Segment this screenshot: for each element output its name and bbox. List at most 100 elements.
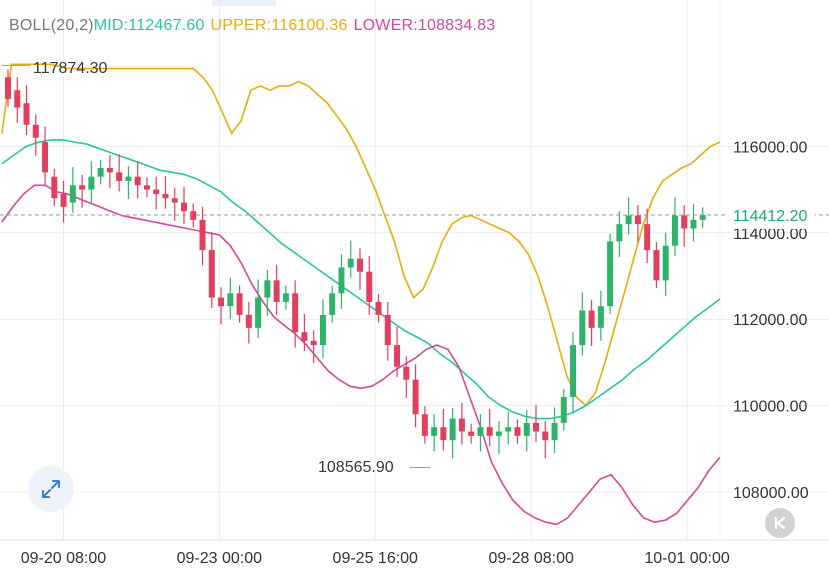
- candle-body[interactable]: [88, 176, 95, 190]
- candle-body[interactable]: [125, 176, 132, 181]
- candle-body[interactable]: [199, 219, 206, 251]
- candle-body[interactable]: [208, 250, 215, 298]
- legend-upper: UPPER:116100.36: [210, 17, 348, 34]
- candle-body[interactable]: [662, 245, 669, 281]
- candle-body[interactable]: [357, 258, 363, 272]
- candle-body[interactable]: [338, 267, 345, 294]
- high-price-label: 117874.30: [33, 60, 108, 77]
- candle-body[interactable]: [264, 280, 271, 298]
- x-tick-label: 09-25 16:00: [333, 550, 419, 567]
- candle-body[interactable]: [292, 293, 299, 333]
- y-tick-label: 116000.00: [733, 139, 808, 156]
- candle-body[interactable]: [607, 241, 614, 307]
- candle-body[interactable]: [171, 198, 178, 203]
- candle-body[interactable]: [440, 427, 447, 441]
- candle-body[interactable]: [106, 168, 113, 173]
- candle-body[interactable]: [218, 297, 225, 307]
- candle-body[interactable]: [644, 224, 651, 251]
- candle-body[interactable]: [421, 414, 428, 436]
- low-price-label: 108565.90: [318, 459, 394, 476]
- candle-body[interactable]: [495, 431, 502, 436]
- candle-body[interactable]: [681, 215, 688, 229]
- candle-body[interactable]: [162, 193, 169, 199]
- candle-body[interactable]: [282, 293, 289, 302]
- candle-body[interactable]: [579, 310, 586, 346]
- x-tick-label: 09-23 00:00: [177, 550, 263, 567]
- candle-body[interactable]: [116, 172, 123, 181]
- candle-body[interactable]: [245, 314, 252, 328]
- candle-body[interactable]: [514, 427, 521, 436]
- candle-body[interactable]: [301, 332, 308, 341]
- legend-indicator-name: BOLL(20,2): [9, 17, 94, 34]
- candle-body[interactable]: [542, 431, 549, 441]
- candle-body[interactable]: [597, 306, 604, 328]
- candle-body[interactable]: [310, 340, 317, 346]
- x-tick-label: 10-01 00:00: [644, 550, 730, 567]
- candle-body[interactable]: [319, 314, 326, 346]
- candle-body[interactable]: [32, 124, 39, 138]
- candle-body[interactable]: [403, 366, 410, 380]
- candle-body[interactable]: [560, 396, 567, 423]
- current-price-label: 114412.20: [725, 205, 816, 229]
- expand-diagonal-arrows-icon: [42, 480, 60, 498]
- candle-body[interactable]: [394, 345, 401, 367]
- candle-body[interactable]: [97, 168, 104, 177]
- candle-body[interactable]: [468, 431, 475, 436]
- candle-body[interactable]: [375, 301, 382, 315]
- candle-body[interactable]: [458, 418, 465, 432]
- candle-body[interactable]: [143, 185, 150, 190]
- candle-body[interactable]: [23, 103, 30, 125]
- candle-body[interactable]: [533, 422, 539, 432]
- candle-body[interactable]: [671, 215, 678, 246]
- candle-body[interactable]: [431, 427, 438, 436]
- candle-body[interactable]: [14, 90, 21, 108]
- y-tick-label: 114000.00: [733, 226, 808, 243]
- candle-body[interactable]: [634, 215, 641, 225]
- candle-body[interactable]: [486, 427, 493, 436]
- legend-mid: MID:112467.60: [93, 17, 205, 34]
- candle-body[interactable]: [255, 297, 262, 328]
- candle-body[interactable]: [347, 258, 354, 268]
- candle-body[interactable]: [653, 250, 660, 281]
- upper-band-line: [1, 63, 721, 407]
- candle-body[interactable]: [588, 310, 595, 328]
- candle-body[interactable]: [181, 202, 187, 212]
- candle-body[interactable]: [616, 224, 623, 242]
- candle-body[interactable]: [699, 215, 706, 220]
- lower-band-line: [1, 184, 721, 526]
- candle-body[interactable]: [551, 422, 558, 441]
- candle-body[interactable]: [384, 314, 391, 346]
- candle-body[interactable]: [449, 418, 456, 441]
- candle-body[interactable]: [134, 176, 141, 186]
- candle-body[interactable]: [625, 215, 632, 225]
- candle-body[interactable]: [366, 271, 373, 302]
- legend-lower: LOWER:108834.83: [353, 17, 496, 34]
- candle-body[interactable]: [153, 189, 160, 194]
- candle-body[interactable]: [505, 427, 512, 432]
- x-tick-label: 09-20 08:00: [21, 550, 107, 567]
- candle-body[interactable]: [227, 293, 234, 307]
- candle-body[interactable]: [477, 427, 484, 436]
- candle-body[interactable]: [79, 185, 86, 190]
- candle-body[interactable]: [412, 379, 419, 415]
- candle-body[interactable]: [5, 77, 11, 99]
- candle-body[interactable]: [273, 280, 280, 302]
- x-tick-label: 09-28 08:00: [488, 550, 574, 567]
- expand-chart-button[interactable]: [28, 466, 74, 512]
- mid-band-line: [1, 139, 721, 420]
- candle-body[interactable]: [190, 211, 197, 220]
- candle-body[interactable]: [690, 219, 697, 229]
- candle-body[interactable]: [523, 422, 530, 436]
- scroll-to-latest-button[interactable]: [765, 508, 795, 538]
- candle-body[interactable]: [570, 345, 577, 397]
- candle-body[interactable]: [69, 185, 76, 203]
- y-tick-label: 112000.00: [733, 312, 808, 329]
- y-tick-label: 110000.00: [733, 399, 808, 416]
- top-tab-indicator: [212, 0, 276, 6]
- candle-body[interactable]: [51, 176, 58, 199]
- candle-body[interactable]: [329, 293, 336, 315]
- candle-body[interactable]: [42, 142, 49, 173]
- candle-body[interactable]: [60, 193, 67, 207]
- candle-body[interactable]: [236, 293, 243, 315]
